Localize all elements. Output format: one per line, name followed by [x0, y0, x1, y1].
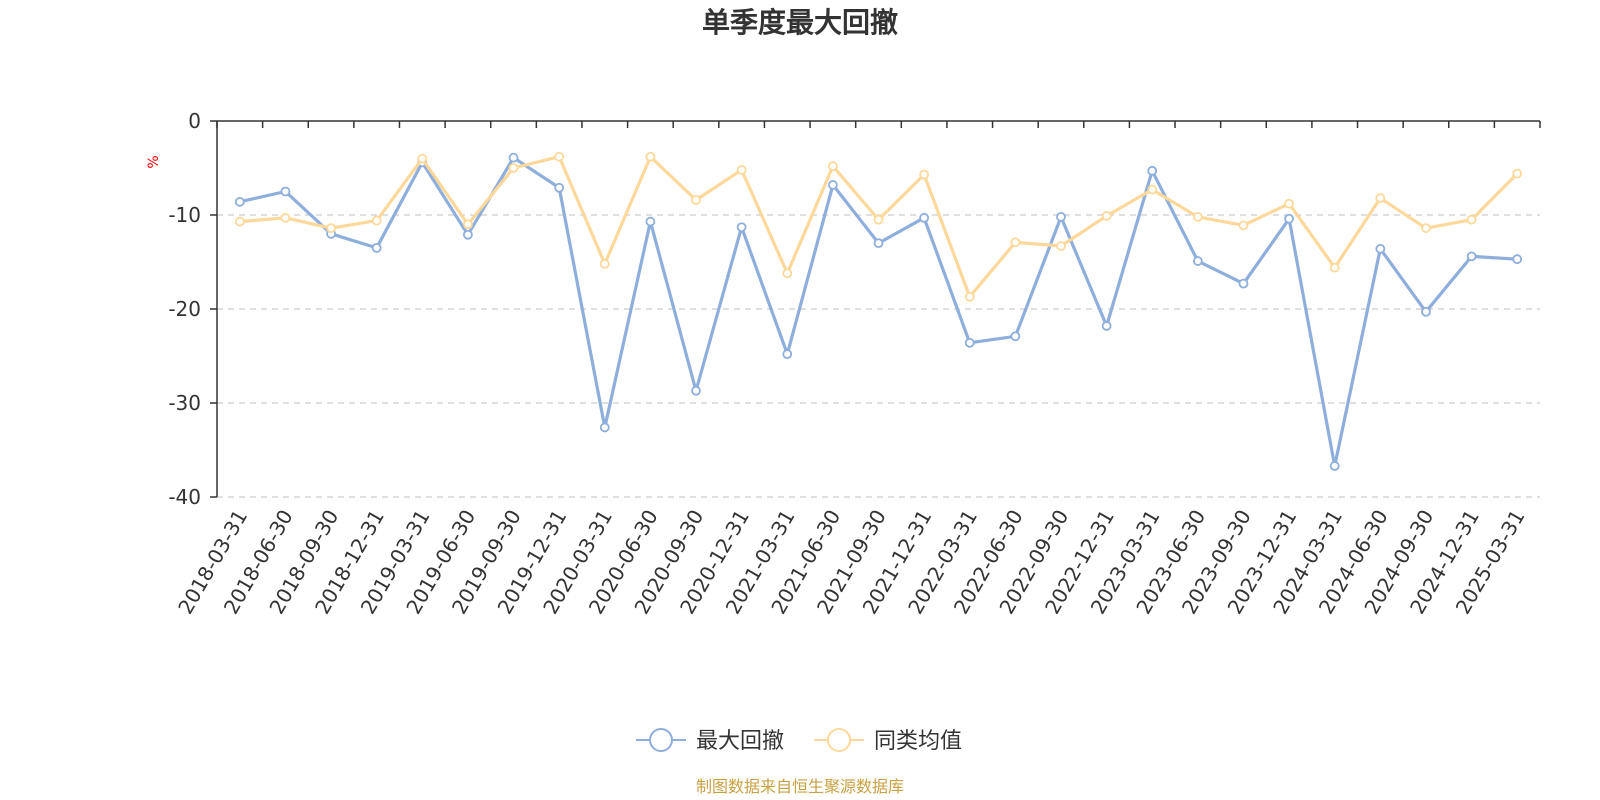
- data-point: [1056, 211, 1066, 222]
- data-point: [1192, 256, 1203, 266]
- data-point: [691, 195, 701, 205]
- series-line: [239, 156, 1518, 468]
- data-source-note: 制图数据来自恒生聚源数据库: [696, 777, 904, 796]
- data-point: [919, 212, 930, 223]
- data-point: [371, 215, 382, 226]
- data-point: [554, 151, 565, 162]
- data-point: [782, 349, 793, 360]
- data-point: [827, 180, 838, 190]
- data-point: [964, 337, 975, 348]
- data-point: [1284, 198, 1294, 209]
- data-point: [508, 152, 519, 163]
- data-point: [827, 161, 838, 172]
- data-point: [1512, 168, 1523, 179]
- legend-marker: [649, 728, 673, 752]
- data-point: [1238, 220, 1249, 231]
- data-point: [280, 186, 291, 197]
- legend-marker: [827, 728, 851, 752]
- legend[interactable]: 最大回撤 同类均值: [636, 728, 962, 754]
- data-point: [1192, 211, 1203, 222]
- data-point: [1329, 461, 1340, 471]
- data-point: [326, 223, 336, 234]
- data-point: [645, 216, 656, 227]
- series-lines: [234, 151, 1523, 471]
- data-point: [234, 196, 245, 207]
- chart-title: 单季度最大回撤: [702, 6, 898, 39]
- y-tick-label: -40: [168, 485, 201, 509]
- data-point: [1512, 254, 1523, 265]
- data-point: [964, 291, 975, 302]
- data-point: [463, 219, 473, 230]
- data-point: [873, 238, 884, 249]
- data-point: [1147, 184, 1158, 195]
- legend-label: 同类均值: [874, 729, 962, 754]
- data-point: [1329, 262, 1340, 273]
- data-point: [1010, 331, 1021, 342]
- y-axis-unit-label: %: [146, 155, 162, 168]
- data-point: [599, 258, 610, 269]
- data-point: [1238, 278, 1249, 289]
- data-point: [1010, 237, 1021, 248]
- data-point: [1466, 251, 1477, 262]
- data-point: [873, 214, 884, 225]
- data-point: [508, 163, 519, 173]
- data-point: [919, 169, 930, 180]
- data-point: [736, 222, 747, 233]
- data-point: [1375, 243, 1386, 254]
- data-point: [1421, 223, 1431, 234]
- data-point: [280, 212, 291, 223]
- legend-label: 最大回撤: [696, 729, 784, 754]
- y-tick-label: -20: [168, 297, 201, 321]
- data-point: [1284, 213, 1294, 224]
- data-point: [782, 268, 793, 279]
- y-tick-label: -10: [168, 203, 201, 227]
- data-point: [1421, 306, 1431, 317]
- data-point: [554, 182, 565, 193]
- data-point: [599, 422, 610, 433]
- data-point: [1101, 211, 1112, 221]
- y-tick-label: -30: [168, 391, 201, 415]
- legend-item[interactable]: 最大回撤: [636, 728, 784, 754]
- data-point: [645, 151, 656, 162]
- axes: 0-10-20-30-402018-03-312018-06-302018-09…: [168, 109, 1541, 618]
- data-point: [1466, 214, 1477, 225]
- data-point: [463, 229, 473, 240]
- data-point: [1147, 165, 1158, 176]
- data-point: [736, 164, 747, 175]
- data-point: [1101, 321, 1112, 331]
- data-point: [1375, 193, 1386, 203]
- y-tick-label: 0: [188, 109, 201, 133]
- legend-item[interactable]: 同类均值: [814, 728, 962, 754]
- data-point: [234, 216, 245, 227]
- data-point: [371, 242, 382, 253]
- data-point: [417, 153, 428, 164]
- data-point: [1056, 241, 1066, 251]
- data-point: [691, 385, 701, 396]
